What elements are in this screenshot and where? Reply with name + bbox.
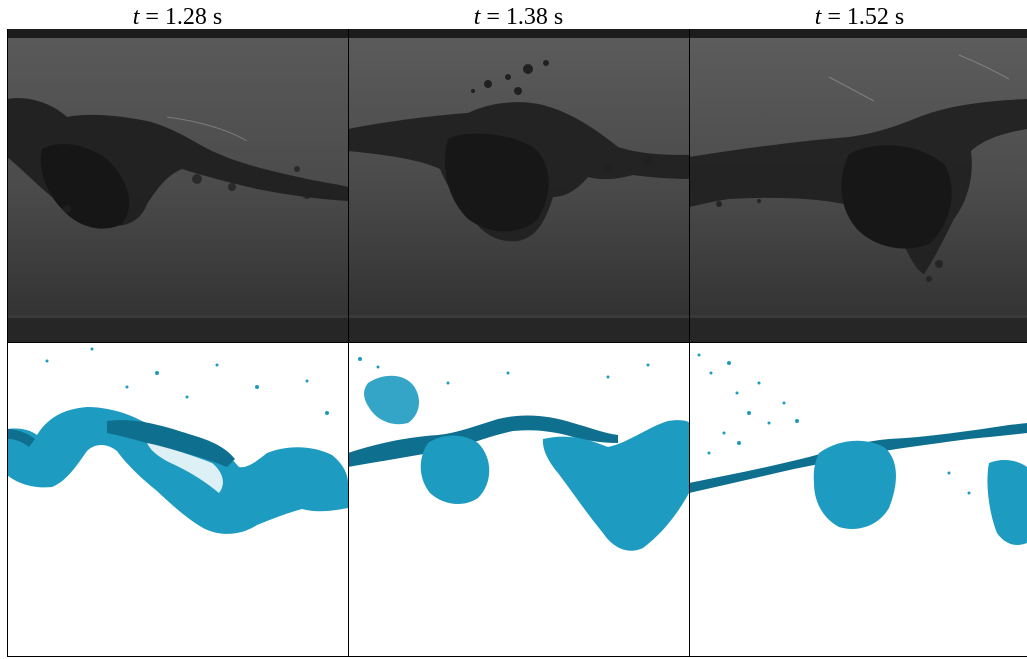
time-label-2: t = 1.38 s (348, 3, 689, 31)
time-value: = 1.38 s (480, 4, 564, 30)
experiment-photo-2 (348, 29, 689, 343)
time-symbol: t (132, 4, 140, 30)
figure-grid (7, 29, 1027, 657)
grid-border-bottom (7, 656, 1027, 657)
time-symbol: t (473, 4, 481, 30)
time-label-3: t = 1.52 s (689, 3, 1027, 31)
grid-divider-vertical-1 (348, 29, 349, 657)
experiment-photo-1 (7, 29, 348, 343)
simulation-render-3 (689, 343, 1027, 657)
time-symbol: t (814, 4, 822, 30)
time-label-1: t = 1.28 s (7, 3, 348, 31)
grid-divider-vertical-2 (689, 29, 690, 657)
grid-border-left (7, 29, 8, 657)
grid-divider-horizontal (7, 342, 1027, 343)
time-value: = 1.52 s (821, 4, 905, 30)
simulation-render-2 (348, 343, 689, 657)
simulation-render-1 (7, 343, 348, 657)
experiment-photo-3 (689, 29, 1027, 343)
time-value: = 1.28 s (139, 4, 223, 30)
